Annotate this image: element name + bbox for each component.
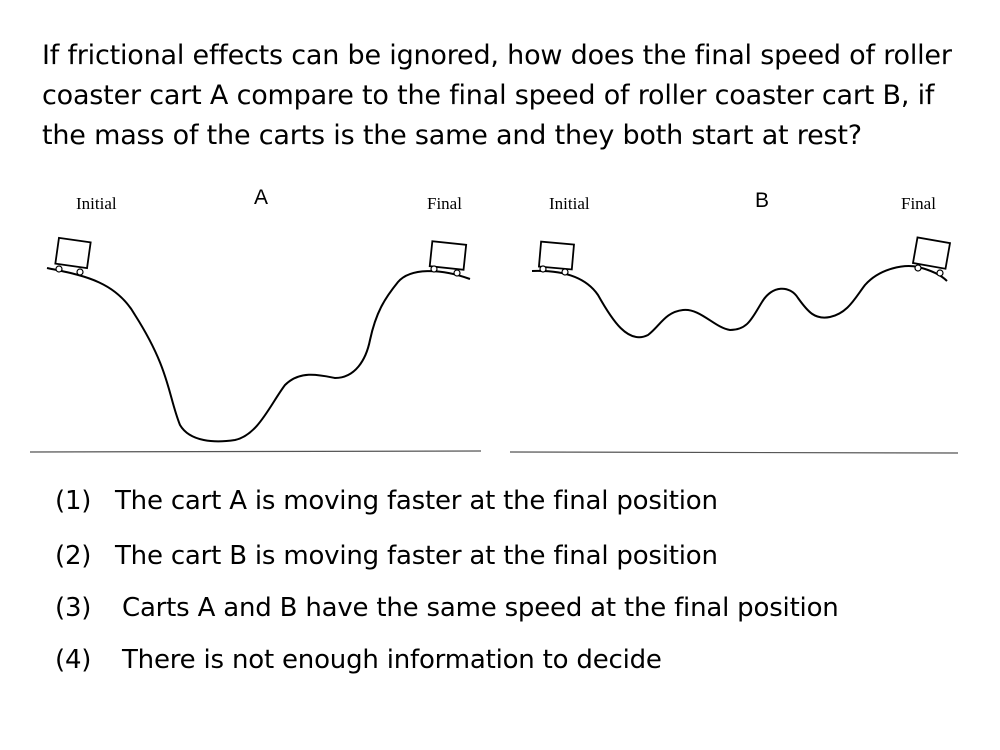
option-text: There is not enough information to decid… <box>122 645 662 675</box>
option-text: Carts A and B have the same speed at the… <box>122 593 839 623</box>
cart-b-final <box>911 236 952 277</box>
answer-option-3[interactable]: (3) Carts A and B have the same speed at … <box>55 590 839 626</box>
track-a-final-label: Final <box>427 194 462 213</box>
cart-a-initial <box>54 236 92 276</box>
answer-option-4[interactable]: (4) There is not enough information to de… <box>55 642 662 678</box>
track-a-initial-label: Initial <box>76 194 117 213</box>
track-b-curve <box>531 265 948 339</box>
cart-b-initial <box>537 240 575 276</box>
option-number: (3) <box>55 593 92 623</box>
roller-coaster-diagrams: Initial A Final Initial B Final <box>0 180 1000 470</box>
option-text: The cart B is moving faster at the final… <box>115 541 718 571</box>
track-b-title: B <box>755 189 769 212</box>
roller-coaster-figure: Initial A Final Initial B Final <box>29 186 959 454</box>
option-number: (2) <box>55 541 92 571</box>
track-b-ground-line <box>509 451 959 454</box>
answer-option-2[interactable]: (2) The cart B is moving faster at the fi… <box>55 538 718 574</box>
track-a-title: A <box>254 186 268 209</box>
track-b-diagram: Initial B Final <box>509 189 959 454</box>
option-number: (4) <box>55 645 92 675</box>
track-b-final-label: Final <box>901 194 936 213</box>
question-text: If frictional effects can be ignored, ho… <box>42 40 952 151</box>
track-a-curve <box>46 267 471 443</box>
cart-a-final <box>428 240 468 277</box>
track-b-initial-label: Initial <box>549 194 590 213</box>
answer-option-1[interactable]: (1) The cart A is moving faster at the fi… <box>55 483 718 519</box>
track-a-ground-line <box>29 450 482 453</box>
option-number: (1) <box>55 486 92 516</box>
option-text: The cart A is moving faster at the final… <box>115 486 718 516</box>
track-a-diagram: Initial A Final <box>29 186 482 453</box>
